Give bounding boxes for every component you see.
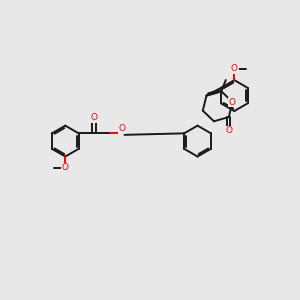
Text: O: O — [229, 98, 236, 106]
Text: O: O — [118, 124, 126, 134]
Text: O: O — [62, 163, 69, 172]
Text: O: O — [225, 127, 232, 136]
Text: O: O — [91, 113, 98, 122]
Text: O: O — [231, 64, 238, 73]
